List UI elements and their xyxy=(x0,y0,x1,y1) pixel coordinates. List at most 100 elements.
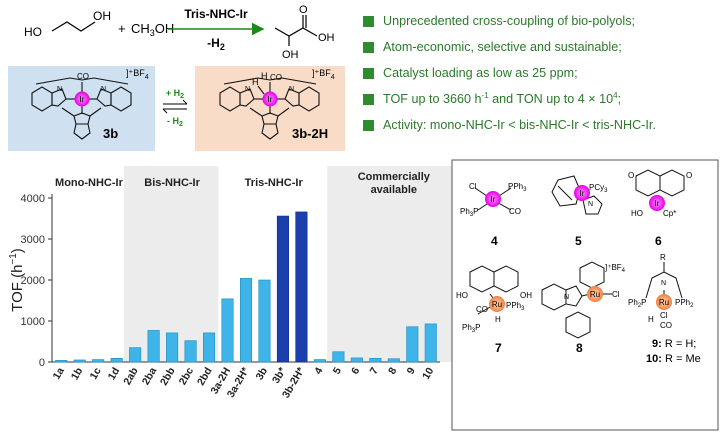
bar-3b* xyxy=(276,215,289,363)
complex-5-label: 5 xyxy=(575,234,582,248)
complex-9-co: CO xyxy=(660,321,672,330)
product-oh-alpha: OH xyxy=(282,49,299,61)
bullet-square-icon xyxy=(363,15,374,27)
product-carbonyl-o: O xyxy=(299,4,308,16)
complex-7-ph3p: Ph3P xyxy=(462,323,480,334)
x-tick-label: 2ba xyxy=(140,365,160,387)
complex-7-pph3: PPh3 xyxy=(506,301,525,312)
x-tick-label: 1b xyxy=(69,366,86,383)
complex-4-label: 4 xyxy=(491,234,498,248)
complex-8-n: N xyxy=(564,294,569,301)
bar-10 xyxy=(424,323,437,363)
complex-4-ir-atom xyxy=(485,191,501,207)
highlight-item: Atom-economic, selective and sustainable… xyxy=(363,34,723,60)
complex-8-bf4: ]⁺BF4 xyxy=(605,263,626,274)
complex-3b-ir-label: Ir xyxy=(80,95,85,104)
complex-7: Ru HO OH PPh3 CO H Ph3P 7 xyxy=(456,265,532,355)
complex-3b-2h-n2: N xyxy=(289,86,294,93)
y-tick-label: 0 xyxy=(39,357,45,369)
complex-3b-2h-hydride-2: H xyxy=(261,71,268,81)
x-tick-label: 1a xyxy=(51,365,67,381)
complex-3b-structure xyxy=(31,77,132,140)
x-tick-label: 2ab xyxy=(121,366,140,388)
forward-condition: + H2 xyxy=(166,88,184,100)
complex-7-metal: Ru xyxy=(492,300,502,309)
complex-9-r: R xyxy=(660,253,666,262)
x-tick-label: 9 xyxy=(405,365,418,376)
complex-3b-co: CO xyxy=(77,72,89,81)
complex-3b-ir-atom xyxy=(74,91,90,107)
complex-7-ru-atom xyxy=(489,296,505,312)
product-acid-oh: OH xyxy=(318,32,335,44)
y-tick-label: 3000 xyxy=(21,234,45,246)
complex-6: O O Ir HO Cp* 6 xyxy=(628,169,692,248)
complex-9-ph2p: Ph2P xyxy=(628,298,646,309)
bar-3b xyxy=(258,279,271,363)
y-tick-label: 4000 xyxy=(21,193,45,205)
x-tick-label: 1d xyxy=(106,366,123,383)
complex-4-cl: Cl xyxy=(469,182,477,191)
complex-3b-n2: N xyxy=(101,86,106,93)
reverse-condition: - H2 xyxy=(167,116,183,128)
bar-8 xyxy=(387,358,400,363)
complex-6-ir-atom xyxy=(649,195,665,211)
complex-8: Ru Cl ]⁺BF4 N 8 xyxy=(541,261,626,355)
complex-9-10: R N Ru Ph2P PPh2 H Cl CO 9: R = H; 10: R… xyxy=(628,253,701,365)
bar-7 xyxy=(369,358,382,363)
complex-9-label: 9: R = H; xyxy=(652,338,696,350)
bar-2ba xyxy=(147,330,160,363)
complex-3b-2h-hydride-1: H xyxy=(252,77,259,87)
tof-bar-chart: Mono-NHC-Ir Bis-NHC-Ir Tris-NHC-Ir Commerci… xyxy=(8,166,459,400)
group-label: Tris-NHC-Ir xyxy=(245,177,304,189)
complex-3b-2h-counterion: ]⁺BF4 xyxy=(312,68,335,81)
condition-label: -H2 xyxy=(207,36,225,52)
x-tick-label: 3b xyxy=(254,366,271,383)
complex-8-ru-atom xyxy=(587,286,603,302)
bar-2ab xyxy=(129,347,142,363)
complex-6-label: 6 xyxy=(655,234,662,248)
bar-3a-2H* xyxy=(239,278,253,363)
highlight-text: Unprecedented cross-coupling of bio-poly… xyxy=(383,14,636,28)
bar-1b xyxy=(73,359,86,363)
complex-6-metal: Ir xyxy=(655,199,660,208)
group-label: Mono-NHC-Ir xyxy=(55,177,124,189)
highlight-item: TOF up to 3660 h-1 and TON up to 4 × 104… xyxy=(363,86,723,112)
complex-3b-2h-panel: N N H H CO Ir ]⁺BF4 3b-2H xyxy=(195,66,345,151)
complex-6-o1: O xyxy=(628,171,634,180)
complex-9-h: H xyxy=(648,315,654,324)
complex-3b-2h-label: 3b-2H xyxy=(292,126,328,141)
highlight-text-tof: TOF up to 3660 h-1 and TON up to 4 × 104… xyxy=(383,91,622,107)
highlight-text: Atom-economic, selective and sustainable… xyxy=(383,40,622,54)
group-shade xyxy=(123,166,219,362)
bar-2bb xyxy=(166,332,179,363)
bullet-square-icon xyxy=(363,41,374,53)
complex-6-ho: HO xyxy=(631,209,643,218)
x-tick-label: 10 xyxy=(420,365,436,381)
complex-8-cl: Cl xyxy=(612,290,620,299)
complex-3b-2h-ir-label: Ir xyxy=(268,95,273,104)
complex-4-co: CO xyxy=(509,207,521,216)
lactic-acid xyxy=(274,15,318,46)
group-label: Commercially available xyxy=(358,171,431,196)
highlight-text: Activity: mono-NHC-Ir < bis-NHC-Ir < tri… xyxy=(383,118,656,132)
highlights-list: Unprecedented cross-coupling of bio-poly… xyxy=(363,8,723,138)
x-tick-label: 1c xyxy=(88,365,104,381)
bar-1a xyxy=(55,360,68,363)
complex-7-ho: HO xyxy=(456,291,468,300)
complex-3b-counterion: ]⁺BF4 xyxy=(126,68,149,81)
complex-7-h: H xyxy=(495,315,501,324)
inset-structures: Ir Cl PPh3 Ph3P CO 4 Ir PCy3 N 5 O O Ir … xyxy=(451,159,719,431)
complex-3b-panel: N N CO Ir ]⁺BF4 3b xyxy=(8,66,155,151)
complex-4: Ir Cl PPh3 Ph3P CO 4 xyxy=(460,182,527,248)
complex-3b-n1: N xyxy=(57,86,62,93)
x-tick-label: 4 xyxy=(312,365,325,376)
y-axis-label: TOF (h−1) xyxy=(8,248,26,312)
complex-3b-2h-n1: N xyxy=(245,86,250,93)
methanol: CH3OH xyxy=(131,21,174,38)
complex-9-cl: Cl xyxy=(660,311,668,320)
bar-4 xyxy=(313,359,326,363)
bar-3a-2H xyxy=(221,298,234,363)
bar-5 xyxy=(332,351,345,363)
catalyst-label: Tris-NHC-Ir xyxy=(184,7,248,21)
